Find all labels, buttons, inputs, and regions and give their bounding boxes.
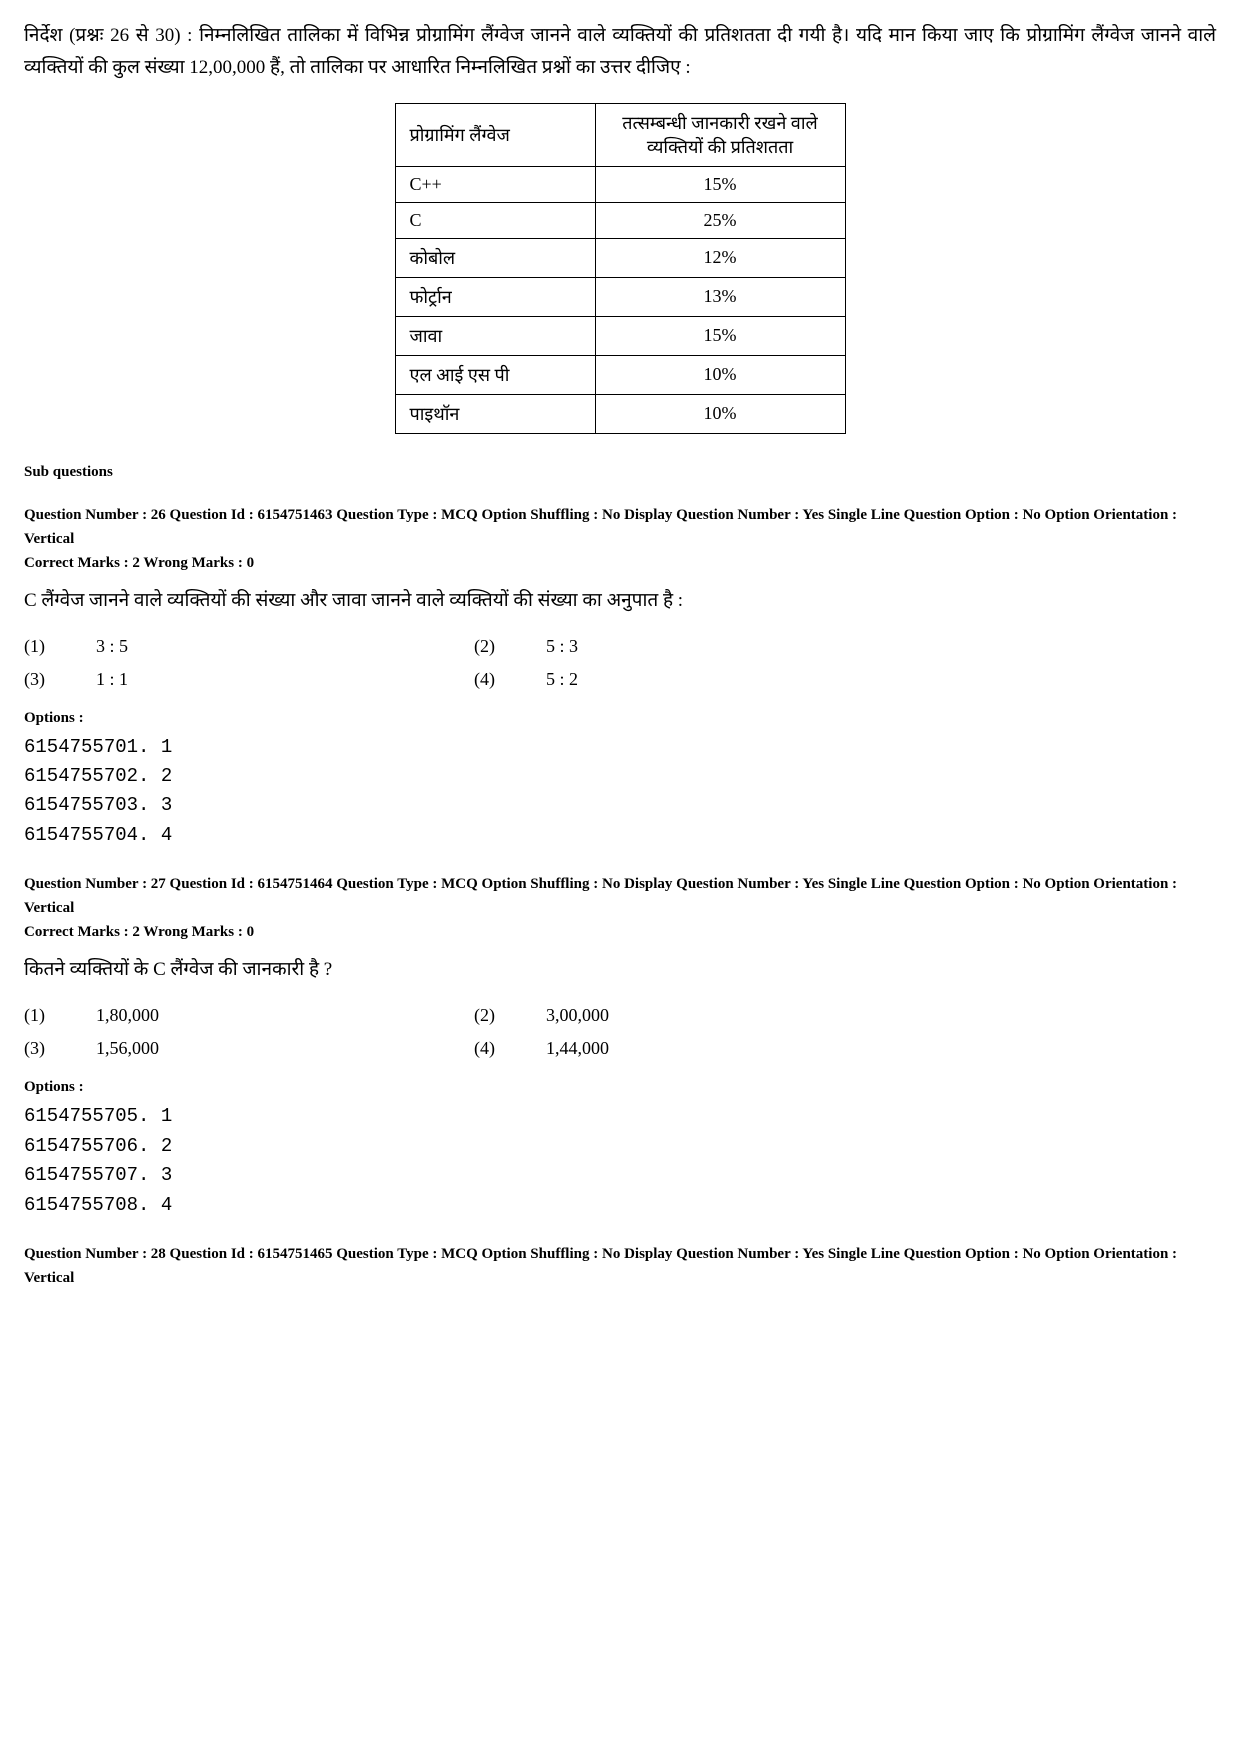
cell-lang: जावा: [395, 316, 595, 355]
q27-answer-grid: (1)1,80,000 (2)3,00,000 (3)1,56,000 (4)1…: [24, 999, 924, 1065]
opt-number: (2): [474, 636, 526, 657]
opt-value: 1,44,000: [526, 1038, 609, 1059]
cell-lang: पाइथॉन: [395, 394, 595, 433]
q26-answer-grid: (1)3 : 5 (2)5 : 3 (3)1 : 1 (4)5 : 2: [24, 630, 924, 696]
cell-lang: फोर्ट्रान: [395, 277, 595, 316]
table-row: पाइथॉन10%: [395, 394, 845, 433]
q26-opt-3: (3)1 : 1: [24, 663, 474, 696]
q26-options-heading: Options :: [24, 710, 1216, 727]
q27-meta: Question Number : 27 Question Id : 61547…: [24, 872, 1216, 920]
opt-value: 3,00,000: [526, 1005, 609, 1026]
cell-pct: 10%: [595, 394, 845, 433]
opt-number: (1): [24, 636, 76, 657]
cell-lang: C++: [395, 166, 595, 202]
table-row: C++15%: [395, 166, 845, 202]
q26-opt-4: (4)5 : 2: [474, 663, 924, 696]
option-item: 6154755708. 4: [24, 1191, 1216, 1220]
opt-value: 3 : 5: [76, 636, 128, 657]
opt-number: (2): [474, 1005, 526, 1026]
opt-number: (3): [24, 669, 76, 690]
option-item: 6154755705. 1: [24, 1102, 1216, 1131]
option-item: 6154755701. 1: [24, 733, 1216, 762]
instructions-text: निर्देश (प्रश्नः 26 से 30) : निम्नलिखित …: [24, 20, 1216, 85]
q27-options-list: 6154755705. 1 6154755706. 2 6154755707. …: [24, 1102, 1216, 1220]
cell-pct: 13%: [595, 277, 845, 316]
opt-value: 5 : 3: [526, 636, 578, 657]
opt-value: 5 : 2: [526, 669, 578, 690]
table-header-language: प्रोग्रामिंग लैंग्वेज: [395, 103, 595, 166]
opt-number: (4): [474, 1038, 526, 1059]
q27-opt-2: (2)3,00,000: [474, 999, 924, 1032]
cell-pct: 25%: [595, 202, 845, 238]
q27-opt-4: (4)1,44,000: [474, 1032, 924, 1065]
cell-lang: कोबोल: [395, 238, 595, 277]
opt-number: (3): [24, 1038, 76, 1059]
table-row: फोर्ट्रान13%: [395, 277, 845, 316]
q26-options-list: 6154755701. 1 6154755702. 2 6154755703. …: [24, 733, 1216, 851]
option-item: 6154755704. 4: [24, 821, 1216, 850]
table-row: C25%: [395, 202, 845, 238]
opt-number: (4): [474, 669, 526, 690]
option-item: 6154755707. 3: [24, 1161, 1216, 1190]
table-header-percent: तत्सम्बन्धी जानकारी रखने वाले व्यक्तियों…: [595, 103, 845, 166]
q27-opt-1: (1)1,80,000: [24, 999, 474, 1032]
q27-opt-3: (3)1,56,000: [24, 1032, 474, 1065]
opt-value: 1,80,000: [76, 1005, 159, 1026]
q26-marks: Correct Marks : 2 Wrong Marks : 0: [24, 555, 1216, 572]
q26-opt-1: (1)3 : 5: [24, 630, 474, 663]
option-item: 6154755706. 2: [24, 1132, 1216, 1161]
option-item: 6154755703. 3: [24, 791, 1216, 820]
q27-text: कितने व्यक्तियों के C लैंग्वेज की जानकार…: [24, 955, 1216, 981]
q27-marks: Correct Marks : 2 Wrong Marks : 0: [24, 924, 1216, 941]
table-row: जावा15%: [395, 316, 845, 355]
cell-pct: 15%: [595, 166, 845, 202]
q26-opt-2: (2)5 : 3: [474, 630, 924, 663]
cell-lang: एल आई एस पी: [395, 355, 595, 394]
sub-questions-heading: Sub questions: [24, 464, 1216, 481]
opt-value: 1 : 1: [76, 669, 128, 690]
language-table: प्रोग्रामिंग लैंग्वेज तत्सम्बन्धी जानकार…: [395, 103, 846, 434]
q26-meta: Question Number : 26 Question Id : 61547…: [24, 503, 1216, 551]
q27-options-heading: Options :: [24, 1079, 1216, 1096]
cell-lang: C: [395, 202, 595, 238]
data-table-container: प्रोग्रामिंग लैंग्वेज तत्सम्बन्धी जानकार…: [24, 103, 1216, 434]
cell-pct: 15%: [595, 316, 845, 355]
option-item: 6154755702. 2: [24, 762, 1216, 791]
table-row: कोबोल12%: [395, 238, 845, 277]
q26-text: C लैंग्वेज जानने वाले व्यक्तियों की संख्…: [24, 586, 1216, 612]
table-row: एल आई एस पी10%: [395, 355, 845, 394]
opt-value: 1,56,000: [76, 1038, 159, 1059]
cell-pct: 12%: [595, 238, 845, 277]
q28-meta: Question Number : 28 Question Id : 61547…: [24, 1242, 1216, 1290]
cell-pct: 10%: [595, 355, 845, 394]
opt-number: (1): [24, 1005, 76, 1026]
